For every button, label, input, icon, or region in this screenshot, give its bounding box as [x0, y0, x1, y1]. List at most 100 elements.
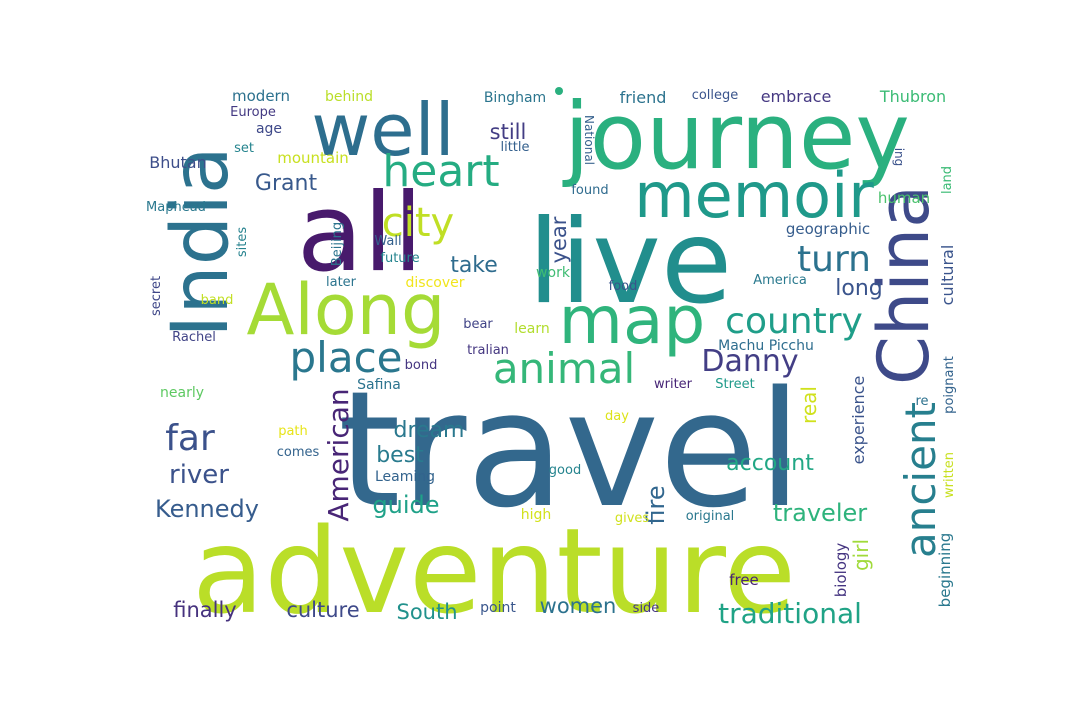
word-experience: experience: [849, 376, 868, 465]
word-beijing: Beijing: [330, 222, 345, 266]
word-memoir: memoir: [634, 159, 874, 232]
word-place: place: [290, 333, 403, 382]
word-wall: Wall: [374, 234, 401, 249]
word-china: China: [863, 185, 945, 385]
word-travel: travel: [338, 356, 802, 543]
word-real: real: [797, 386, 821, 424]
word-account: account: [726, 451, 814, 476]
word-traveler: traveler: [773, 499, 867, 527]
word-america: America: [753, 273, 807, 288]
word-bond: bond: [405, 358, 438, 373]
word-modern: modern: [232, 87, 290, 105]
word-comes: comes: [277, 445, 320, 460]
word-beginning: beginning: [936, 533, 954, 608]
word-later: later: [326, 275, 357, 290]
word-sites: sites: [235, 227, 250, 257]
word-mountain: mountain: [277, 149, 349, 167]
word-ancient: ancient: [896, 402, 945, 558]
dot-mark: [555, 87, 563, 95]
word-journey: journey: [562, 83, 910, 190]
word-national: National: [582, 115, 596, 165]
word-work: work: [536, 265, 571, 281]
word-rachel: Rachel: [172, 330, 216, 345]
word-biology: biology: [832, 543, 850, 598]
word-still: still: [490, 120, 527, 144]
word-side: side: [633, 601, 660, 616]
word-secret: secret: [149, 276, 164, 316]
word-high: high: [521, 507, 552, 523]
word-kennedy: Kennedy: [155, 495, 259, 523]
word-bingham: Bingham: [484, 90, 546, 106]
word-friend: friend: [620, 88, 667, 107]
word-cultural: cultural: [938, 245, 957, 306]
word-age: age: [256, 121, 282, 137]
word-traditional: traditional: [718, 597, 862, 630]
word-free: free: [729, 571, 759, 589]
word-point: point: [480, 600, 516, 616]
word-machu-picchu: Machu Picchu: [718, 338, 814, 354]
word-bhutan: Bhutan: [149, 153, 206, 172]
word-city: city: [382, 200, 454, 246]
word-band: band: [201, 293, 234, 308]
word-dream: dream: [394, 418, 465, 443]
word-culture: culture: [286, 598, 359, 622]
word-written: written: [942, 452, 957, 498]
word-day: day: [605, 409, 629, 424]
word-fire: fire: [642, 485, 670, 524]
word-finally: finally: [173, 598, 237, 622]
word-food: food: [609, 279, 638, 294]
word-behind: behind: [325, 89, 373, 105]
word-learn: learn: [514, 321, 549, 337]
word-best: best: [376, 443, 424, 468]
word-gives: gives: [615, 511, 650, 526]
word-discover: discover: [406, 275, 465, 291]
word-little: little: [500, 140, 529, 155]
word-maphead: Maphead: [146, 200, 206, 215]
word-found: found: [571, 183, 608, 198]
word-india: India: [156, 146, 246, 337]
word-nearly: nearly: [160, 385, 204, 401]
word-europe: Europe: [230, 105, 276, 120]
word-embrace: embrace: [761, 87, 832, 106]
word-thubron: Thubron: [879, 87, 946, 106]
word-year: year: [547, 216, 571, 263]
word-geographic: geographic: [786, 220, 870, 238]
word-south: South: [396, 600, 457, 624]
word-set: set: [234, 141, 254, 156]
word-street: Street: [715, 377, 755, 392]
word-women: women: [540, 594, 617, 618]
word-american: American: [322, 388, 355, 521]
word-re: re: [915, 394, 928, 409]
word-heart: heart: [382, 146, 499, 197]
word-land: land: [940, 166, 955, 194]
word-danny: Danny: [701, 344, 798, 379]
word-safina: Safina: [357, 377, 401, 393]
word-girl: girl: [849, 539, 873, 571]
word-leaming: Leaming: [375, 469, 435, 485]
word-ing: ing: [892, 148, 906, 167]
word-well: well: [311, 88, 454, 172]
word-human: human: [878, 189, 930, 207]
word-long: long: [835, 276, 882, 301]
word-bear: bear: [463, 317, 493, 332]
word-far: far: [165, 418, 215, 459]
word-river: river: [169, 460, 229, 490]
word-poignant: poignant: [942, 356, 957, 414]
word-writer: writer: [654, 377, 693, 392]
word-college: college: [692, 88, 739, 103]
word-future: future: [380, 251, 419, 266]
word-adventure: adventure: [192, 502, 796, 640]
word-country: country: [725, 301, 863, 342]
word-original: original: [686, 509, 735, 524]
word-tralian: tralian: [467, 343, 509, 358]
word-turn: turn: [797, 239, 871, 280]
word-take: take: [450, 253, 498, 278]
word-animal: animal: [493, 344, 635, 393]
word-grant: Grant: [255, 171, 318, 196]
word-good: good: [549, 463, 581, 478]
word-along: Along: [247, 269, 446, 351]
word-path: path: [278, 424, 308, 439]
word-all: all: [297, 171, 423, 296]
word-live: live: [528, 195, 732, 330]
